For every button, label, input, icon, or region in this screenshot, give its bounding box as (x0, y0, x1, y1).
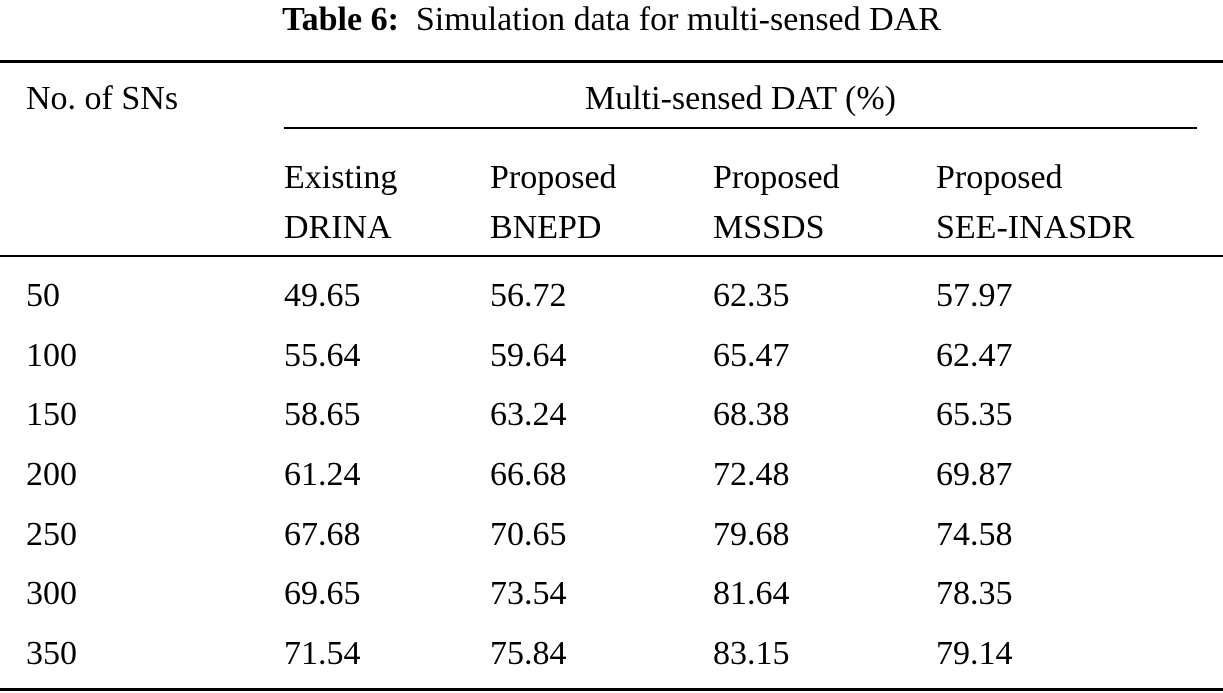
row-value-cell: 73.54 (490, 575, 567, 612)
row-sns-cell: 350 (26, 635, 77, 672)
group-header: Multi-sensed DAT (%) (585, 80, 896, 117)
column-header-line1: Proposed (936, 159, 1063, 196)
row-value-cell: 83.15 (713, 635, 790, 672)
row-value-cell: 59.64 (490, 337, 567, 374)
row-sns-cell: 200 (26, 456, 77, 493)
row-value-cell: 74.58 (936, 516, 1013, 553)
row-value-cell: 69.65 (284, 575, 361, 612)
row-sns-cell: 300 (26, 575, 77, 612)
row-value-cell: 78.35 (936, 575, 1013, 612)
row-value-cell: 79.68 (713, 516, 790, 553)
column-header-line1: Proposed (713, 159, 840, 196)
row-value-cell: 69.87 (936, 456, 1013, 493)
column-header-line2: MSSDS (713, 209, 825, 246)
table-caption: Table 6: Simulation data for multi-sense… (0, 0, 1223, 46)
row-sns-cell: 100 (26, 337, 77, 374)
row-value-cell: 79.14 (936, 635, 1013, 672)
row-value-cell: 55.64 (284, 337, 361, 374)
row-value-cell: 65.35 (936, 396, 1013, 433)
column-header-line2: DRINA (284, 209, 392, 246)
caption-label: Table 6: (282, 1, 399, 38)
column-header-line2: SEE-INASDR (936, 209, 1135, 246)
row-value-cell: 62.47 (936, 337, 1013, 374)
column-header-bnepd: Proposed BNEPD (490, 153, 617, 253)
row-value-cell: 75.84 (490, 635, 567, 672)
row-value-cell: 49.65 (284, 277, 361, 314)
top-rule (0, 60, 1223, 63)
bottom-rule (0, 688, 1223, 691)
row-value-cell: 57.97 (936, 277, 1013, 314)
row-value-cell: 68.38 (713, 396, 790, 433)
row-value-cell: 67.68 (284, 516, 361, 553)
header-rule (0, 255, 1223, 257)
row-sns-cell: 150 (26, 396, 77, 433)
row-value-cell: 65.47 (713, 337, 790, 374)
row-value-cell: 81.64 (713, 575, 790, 612)
row-value-cell: 66.68 (490, 456, 567, 493)
row-sns-cell: 50 (26, 277, 60, 314)
column-header-mssds: Proposed MSSDS (713, 153, 840, 253)
column-header-drina: Existing DRINA (284, 153, 397, 253)
row-value-cell: 71.54 (284, 635, 361, 672)
row-value-cell: 63.24 (490, 396, 567, 433)
row-value-cell: 58.65 (284, 396, 361, 433)
column-header-line1: Existing (284, 159, 398, 196)
row-value-cell: 70.65 (490, 516, 567, 553)
row-value-cell: 61.24 (284, 456, 361, 493)
group-rule (284, 127, 1197, 129)
column-header-see-inasdr: Proposed SEE-INASDR (936, 153, 1134, 253)
row-value-cell: 56.72 (490, 277, 567, 314)
row-sns-cell: 250 (26, 516, 77, 553)
row-value-cell: 72.48 (713, 456, 790, 493)
row-value-cell: 62.35 (713, 277, 790, 314)
stub-header: No. of SNs (26, 80, 179, 117)
column-header-line2: BNEPD (490, 209, 602, 246)
caption-text: Simulation data for multi-sensed DAR (415, 1, 941, 38)
column-header-line1: Proposed (490, 159, 617, 196)
